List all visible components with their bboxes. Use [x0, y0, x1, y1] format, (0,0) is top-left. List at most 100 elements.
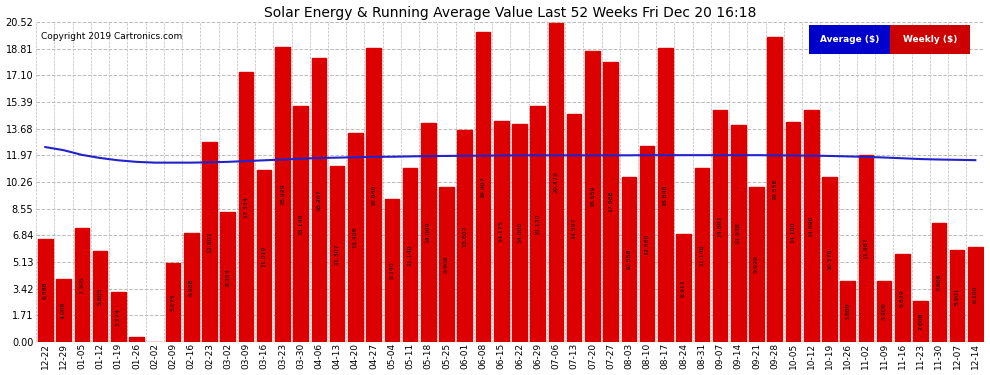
Bar	[93, 251, 107, 342]
Bar	[968, 247, 983, 342]
Bar	[676, 234, 691, 342]
Bar	[366, 48, 381, 342]
Bar	[512, 124, 527, 342]
Text: 10.558: 10.558	[627, 249, 632, 270]
Text: 18.207: 18.207	[317, 189, 322, 211]
Text: 15.148: 15.148	[298, 213, 303, 234]
Text: 7.606: 7.606	[937, 274, 941, 291]
Text: 11.019: 11.019	[261, 245, 266, 267]
FancyBboxPatch shape	[809, 25, 890, 54]
Text: 17.334: 17.334	[244, 196, 248, 218]
Bar	[695, 168, 709, 342]
Text: 11.140: 11.140	[408, 244, 413, 266]
Bar	[330, 166, 345, 342]
Bar	[531, 106, 544, 342]
Text: 3.909: 3.909	[882, 302, 887, 320]
Text: Average ($): Average ($)	[820, 35, 879, 44]
Bar	[603, 62, 618, 342]
Bar	[275, 47, 290, 342]
Text: 18.659: 18.659	[590, 186, 595, 207]
Title: Solar Energy & Running Average Value Last 52 Weeks Fri Dec 20 16:18: Solar Energy & Running Average Value Las…	[264, 6, 756, 20]
Bar	[421, 123, 436, 342]
Text: 11.148: 11.148	[699, 244, 704, 266]
Bar	[877, 281, 891, 342]
Text: 13.938: 13.938	[736, 222, 741, 244]
Bar	[384, 200, 399, 342]
Text: 19.907: 19.907	[480, 176, 485, 198]
Text: 14.100: 14.100	[790, 221, 796, 243]
Bar	[221, 211, 235, 342]
FancyBboxPatch shape	[890, 25, 970, 54]
Text: 14.597: 14.597	[571, 217, 576, 239]
Text: 11.307: 11.307	[335, 243, 340, 264]
Bar	[804, 110, 819, 342]
Bar	[312, 58, 326, 342]
Bar	[932, 223, 946, 342]
Text: 12.560: 12.560	[644, 233, 649, 255]
Bar	[111, 292, 126, 342]
Text: Weekly ($): Weekly ($)	[903, 35, 957, 44]
Text: 9.140: 9.140	[389, 262, 394, 279]
Bar	[786, 122, 800, 342]
Text: 13.607: 13.607	[462, 225, 467, 247]
Text: 5.075: 5.075	[170, 294, 175, 311]
Bar	[440, 188, 453, 342]
Text: 20.472: 20.472	[553, 171, 558, 193]
Bar	[74, 228, 89, 342]
Text: 18.929: 18.929	[280, 183, 285, 205]
Text: 17.988: 17.988	[608, 191, 613, 213]
Text: 18.840: 18.840	[371, 184, 376, 206]
Text: 14.175: 14.175	[499, 220, 504, 242]
Text: 19.558: 19.558	[772, 179, 777, 200]
Bar	[713, 110, 728, 342]
Bar	[38, 239, 52, 342]
Bar	[457, 130, 472, 342]
Text: 5.629: 5.629	[900, 289, 905, 307]
Text: 6.913: 6.913	[681, 279, 686, 297]
Bar	[585, 51, 600, 342]
Text: 12.802: 12.802	[207, 231, 212, 253]
Text: 2.608: 2.608	[918, 313, 923, 330]
Text: 5.901: 5.901	[954, 287, 959, 304]
Bar	[548, 23, 563, 342]
Bar	[494, 121, 509, 342]
Bar	[130, 337, 144, 342]
Text: 11.987: 11.987	[863, 238, 868, 259]
Text: 14.005: 14.005	[517, 222, 522, 243]
Text: 13.408: 13.408	[352, 226, 357, 248]
Bar	[202, 142, 217, 342]
Text: 18.840: 18.840	[663, 184, 668, 206]
Text: 14.069: 14.069	[426, 221, 431, 243]
Bar	[895, 254, 910, 342]
Text: 4.008: 4.008	[61, 302, 66, 320]
Bar	[622, 177, 637, 342]
Bar	[256, 170, 271, 342]
Text: 9.929: 9.929	[754, 255, 759, 273]
Bar	[567, 114, 581, 342]
Bar	[475, 32, 490, 342]
Bar	[658, 48, 672, 342]
Text: 5.805: 5.805	[98, 288, 103, 305]
Text: 6.100: 6.100	[973, 285, 978, 303]
Text: 10.576: 10.576	[827, 249, 832, 270]
Bar	[858, 155, 873, 342]
Text: 14.896: 14.896	[809, 215, 814, 237]
Text: Copyright 2019 Cartronics.com: Copyright 2019 Cartronics.com	[41, 32, 182, 41]
Bar	[914, 301, 928, 342]
Text: 3.889: 3.889	[845, 303, 850, 320]
Text: 6.988: 6.988	[189, 279, 194, 296]
Bar	[731, 124, 745, 342]
Bar	[403, 168, 418, 342]
Bar	[841, 281, 855, 342]
Bar	[822, 177, 837, 342]
Bar	[767, 37, 782, 342]
Bar	[640, 146, 654, 342]
Text: 8.354: 8.354	[225, 268, 231, 286]
Text: 15.120: 15.120	[536, 213, 541, 235]
Text: 14.892: 14.892	[718, 215, 723, 237]
Bar	[348, 133, 362, 342]
Text: 3.174: 3.174	[116, 308, 121, 326]
Bar	[56, 279, 71, 342]
Bar	[239, 72, 253, 342]
Text: 7.305: 7.305	[79, 276, 84, 294]
